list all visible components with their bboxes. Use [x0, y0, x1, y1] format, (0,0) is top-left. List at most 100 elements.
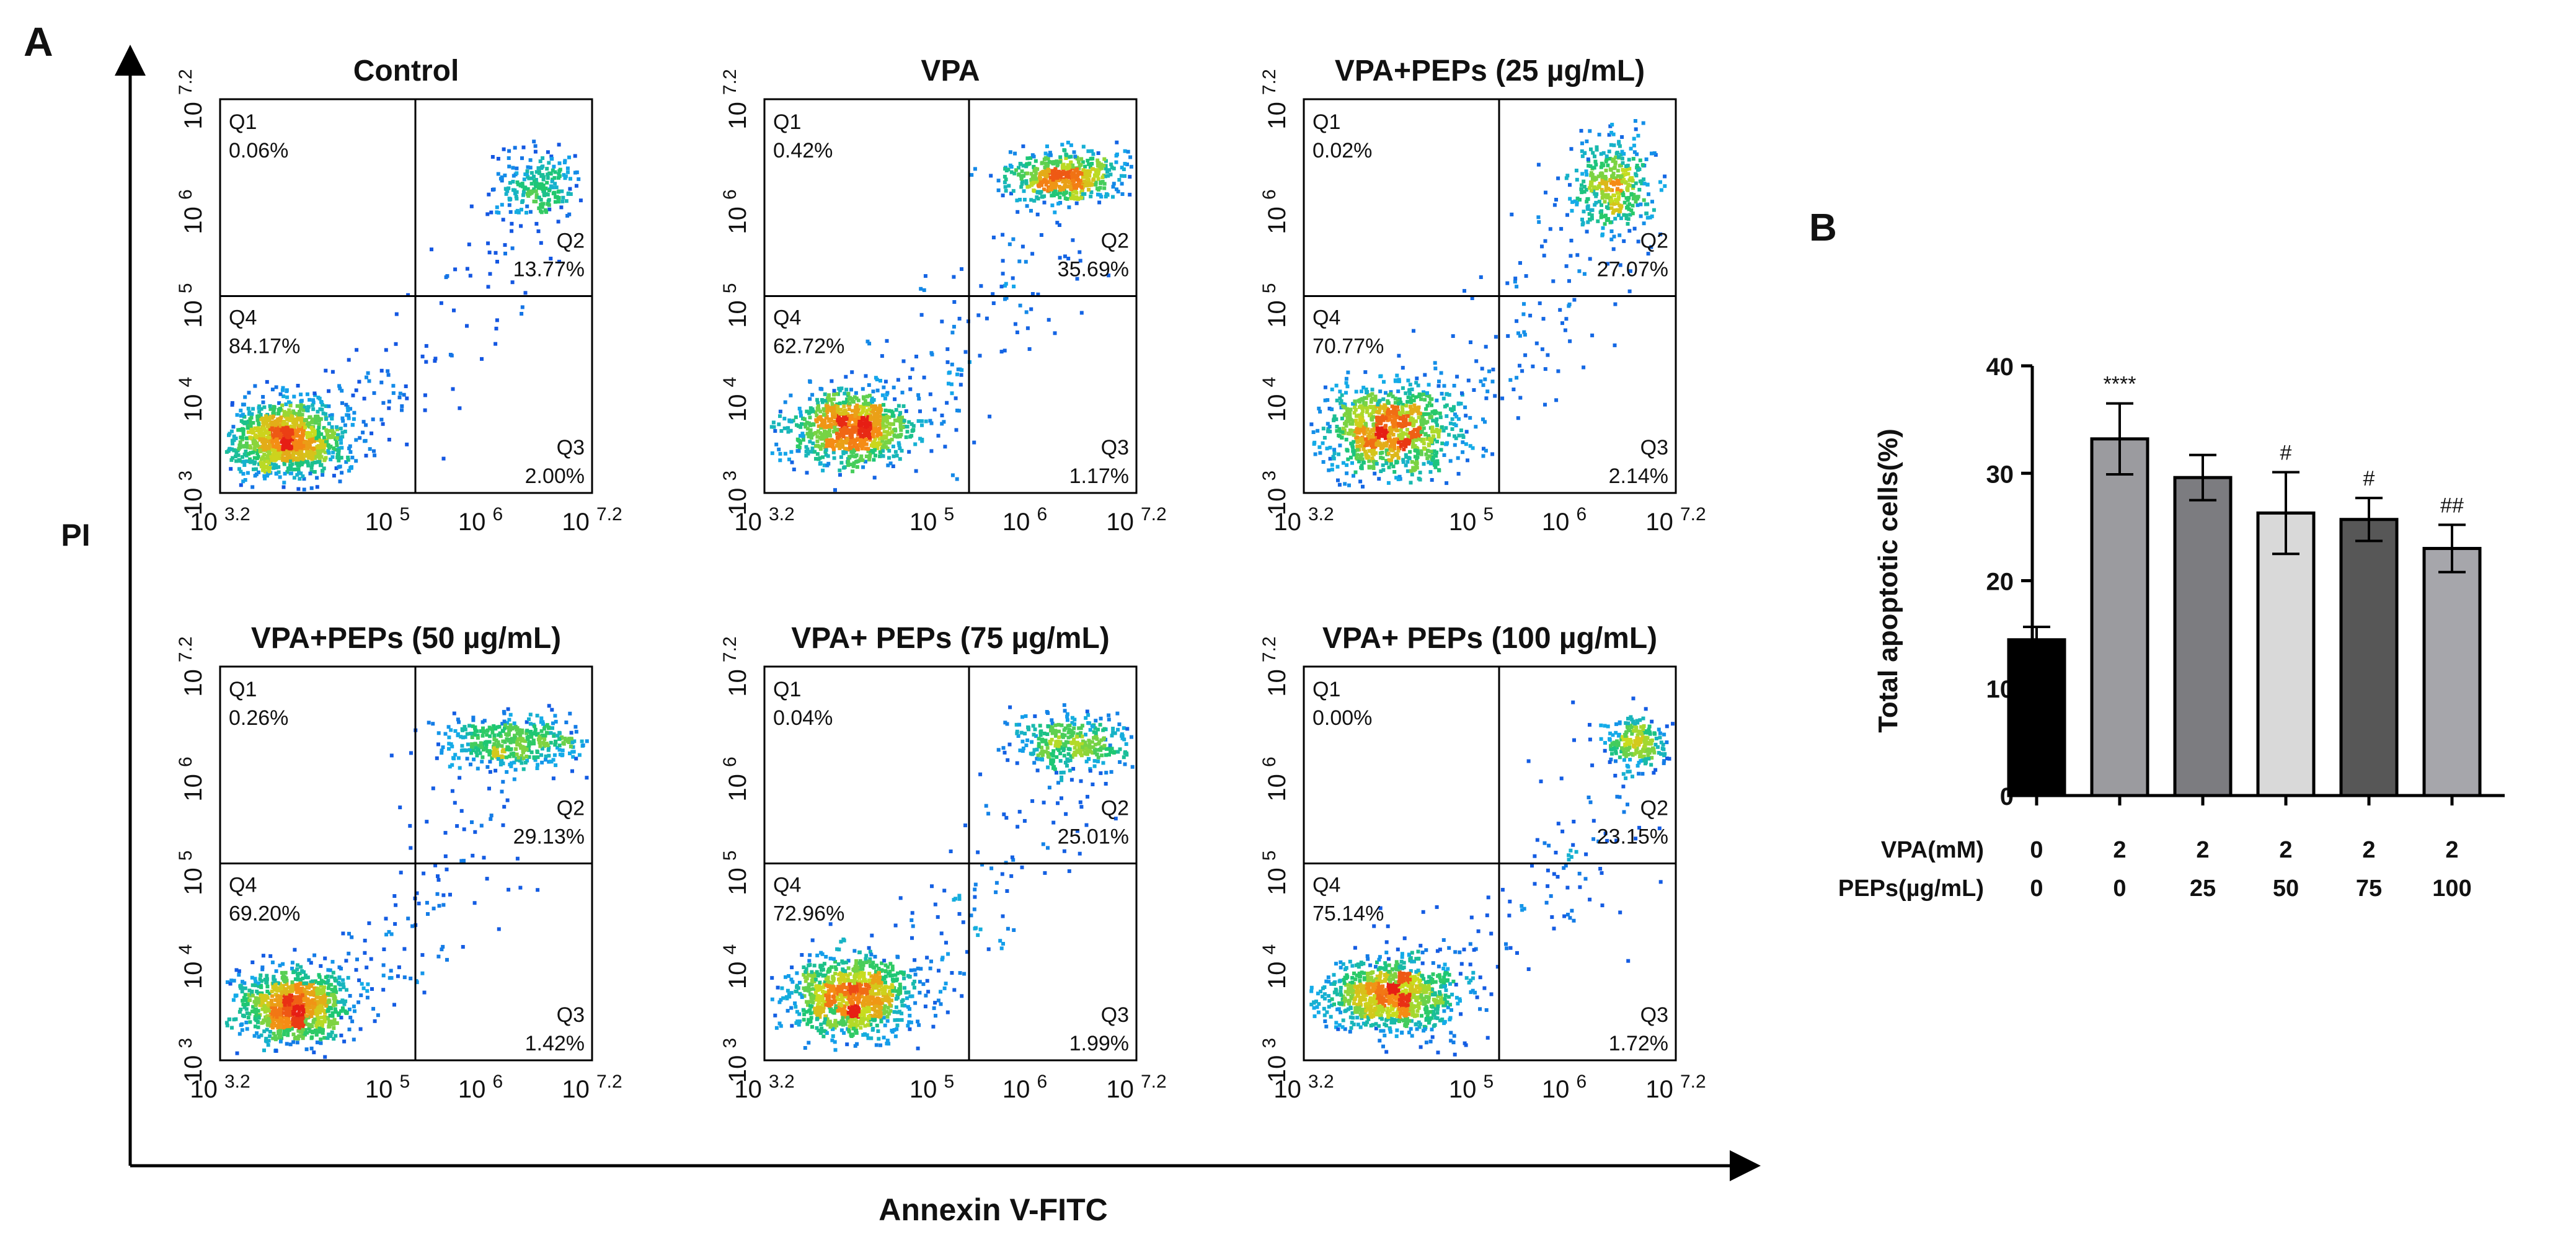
flow-event	[856, 407, 860, 412]
flow-event	[1634, 200, 1638, 204]
flow-event	[1448, 459, 1453, 463]
flow-event	[251, 1005, 255, 1009]
flow-event	[291, 446, 296, 451]
flow-event	[366, 371, 370, 375]
flow-event	[888, 461, 893, 466]
flow-event	[805, 432, 810, 436]
flow-event	[1093, 173, 1097, 177]
flow-event	[259, 461, 263, 466]
flow-event	[821, 435, 826, 439]
flow-event	[292, 411, 296, 415]
flow-event	[294, 440, 299, 445]
flow-event	[1035, 190, 1040, 195]
flow-event	[787, 419, 792, 424]
flow-event	[1658, 232, 1663, 236]
flow-event	[1417, 415, 1421, 420]
flow-event	[1584, 188, 1588, 192]
flow-event	[1104, 195, 1108, 198]
flow-event	[847, 422, 851, 427]
flow-event	[1520, 369, 1525, 373]
flow-event	[878, 414, 882, 419]
flow-event	[340, 435, 345, 439]
flow-event	[1331, 455, 1335, 459]
flow-event	[1518, 334, 1522, 338]
flow-event	[290, 439, 294, 443]
flow-event	[248, 435, 252, 440]
flow-event	[1327, 425, 1332, 428]
flow-event	[770, 451, 774, 455]
flow-event	[1397, 411, 1402, 415]
flow-event	[556, 190, 560, 194]
flow-event	[1126, 149, 1130, 154]
flow-event	[834, 439, 838, 443]
flow-event	[1381, 418, 1386, 422]
flow-event	[227, 433, 231, 437]
flow-event	[1344, 381, 1348, 385]
flow-event	[347, 413, 351, 417]
flow-event	[893, 397, 897, 401]
flow-event	[1073, 195, 1078, 200]
flow-event	[328, 414, 332, 418]
flow-event	[1051, 171, 1055, 175]
flow-plots: ControlQ10.06%Q213.77%Q32.00%Q484.17%10 …	[175, 55, 1706, 1103]
flow-event	[1020, 182, 1024, 186]
flow-event	[890, 437, 894, 441]
flow-event	[1321, 441, 1325, 445]
flow-event	[898, 410, 903, 415]
flow-event	[280, 403, 285, 407]
flow-event	[1638, 179, 1642, 184]
flow-event	[886, 463, 890, 468]
flow-event	[319, 463, 322, 468]
flow-event	[1340, 430, 1345, 434]
flow-event	[1066, 155, 1071, 159]
flow-event	[1629, 146, 1633, 151]
flow-event	[1059, 173, 1063, 177]
flow-event	[817, 404, 820, 408]
flow-event	[1382, 379, 1386, 384]
flow-event	[1595, 145, 1599, 149]
flow-event	[274, 430, 278, 434]
flow-event	[1427, 394, 1432, 398]
flow-event	[537, 182, 541, 187]
flow-event	[1593, 154, 1596, 159]
flow-event	[853, 414, 857, 418]
flow-event	[306, 463, 311, 468]
flow-event	[1505, 281, 1510, 285]
flow-event	[864, 374, 868, 378]
flow-event	[950, 473, 955, 477]
flow-event	[335, 448, 340, 452]
flow-event	[1400, 405, 1404, 409]
flow-event	[514, 194, 518, 198]
y-tick-label: 10 3	[175, 471, 207, 515]
flow-event	[1369, 400, 1373, 404]
flow-event	[354, 388, 358, 393]
flow-event	[802, 417, 807, 421]
flow-event	[351, 393, 355, 397]
flow-event	[832, 456, 836, 460]
flow-event	[270, 453, 274, 457]
flow-event	[1379, 469, 1383, 473]
flow-event	[364, 453, 368, 458]
flow-event	[880, 445, 885, 450]
flow-event	[1377, 477, 1381, 481]
flow-event	[534, 170, 539, 174]
flow-event	[527, 176, 531, 180]
flow-event	[1551, 279, 1556, 283]
flow-event	[288, 404, 293, 407]
flow-event	[867, 458, 872, 462]
flow-event	[1386, 434, 1391, 438]
flow-event	[317, 425, 321, 430]
flow-event	[841, 427, 845, 432]
flow-event	[262, 474, 267, 478]
flow-event	[345, 988, 348, 992]
flow-event	[1485, 389, 1490, 394]
flow-event	[1396, 448, 1401, 453]
flow-event	[250, 430, 255, 435]
flow-event	[319, 417, 323, 421]
flow-event	[1033, 159, 1038, 163]
flow-event	[1487, 369, 1491, 373]
flow-event	[1589, 180, 1593, 184]
flow-event	[301, 433, 305, 437]
flow-event	[818, 435, 822, 440]
flow-event	[316, 450, 321, 454]
